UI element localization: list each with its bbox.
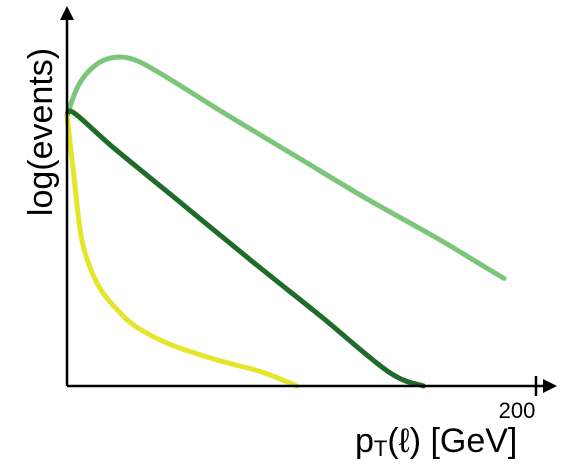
y-axis-arrowhead (60, 6, 74, 20)
series-line-1 (64, 54, 507, 281)
x-axis-label-subscript-t: T (374, 436, 387, 461)
series-line-3 (64, 113, 300, 389)
y-axis-label: log(events) (22, 48, 60, 216)
x-axis-label-p: p (355, 422, 374, 460)
x-tick-labels: 200 (499, 398, 536, 423)
x-axis-label: pT(ℓ) [GeV] (355, 422, 517, 461)
x-axis-label-rest: (ℓ) [GeV] (387, 422, 517, 460)
x-tick-label-200: 200 (499, 398, 536, 423)
x-axis-arrowhead (543, 379, 557, 393)
plot-series (64, 54, 507, 389)
series-line-2 (64, 108, 426, 389)
